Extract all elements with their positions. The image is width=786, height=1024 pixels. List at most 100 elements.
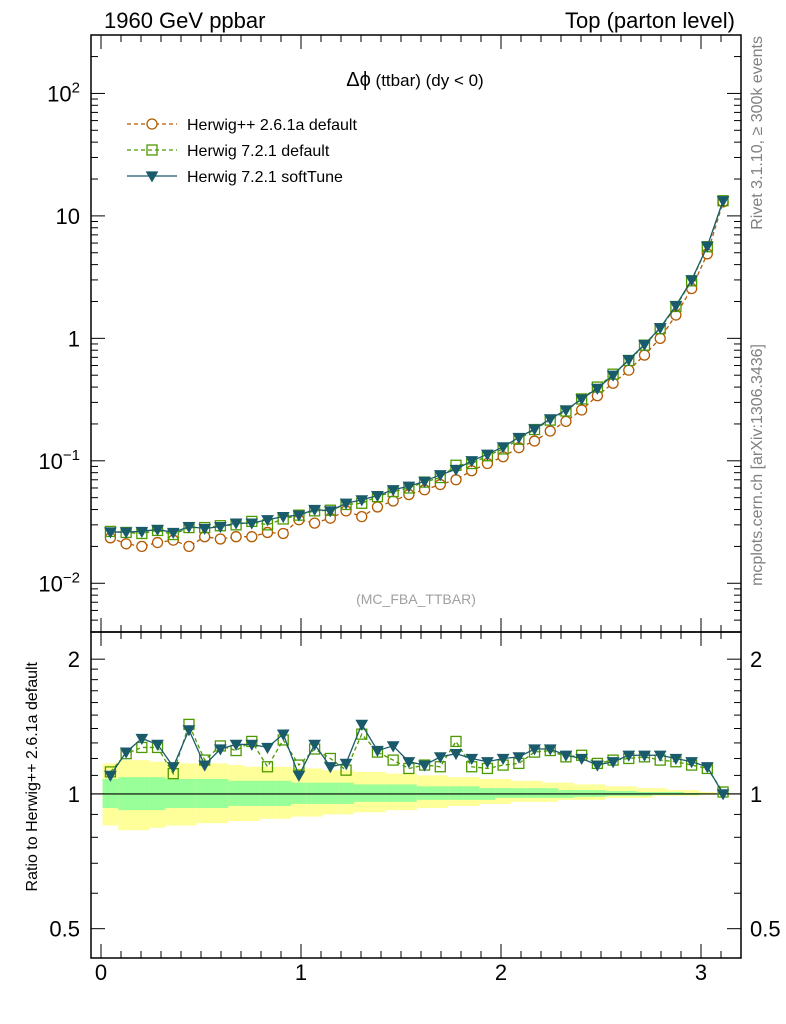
- y-tick-label: 10−1: [38, 447, 80, 474]
- data-point: [386, 485, 400, 497]
- legend: Herwig++ 2.6.1a default Herwig 7.2.1 defa…: [127, 117, 357, 186]
- ratio-band-1-bin: [306, 782, 323, 804]
- legend-marker: [145, 171, 159, 183]
- data-point: [622, 355, 636, 367]
- series-herwig-7-2-1-softtune: [104, 719, 730, 801]
- ratio-y-tick-label: 0.5: [49, 917, 80, 942]
- ratio-band-1-bin: [526, 788, 543, 798]
- data-point: [119, 527, 133, 539]
- legend-marker: [146, 144, 158, 156]
- ratio-band-1-bin: [322, 782, 339, 804]
- ratio-band-1-bin: [416, 786, 433, 800]
- data-point: [418, 476, 431, 488]
- plot-title: Δϕ (ttbar) (dy < 0): [346, 69, 483, 91]
- data-point: [166, 527, 180, 539]
- data-point: [135, 526, 149, 538]
- data-point: [481, 757, 494, 769]
- data-point: [292, 510, 306, 522]
- data-point: [638, 750, 651, 762]
- series-line: [110, 200, 724, 534]
- data-point: [308, 517, 321, 529]
- data-point: [402, 757, 416, 769]
- data-point: [654, 332, 666, 344]
- x-tick-label: 3: [695, 960, 707, 985]
- y-tick-label: 1: [68, 326, 80, 351]
- data-point: [182, 522, 196, 534]
- y-tick-label: 10: [56, 204, 80, 229]
- data-point: [104, 527, 117, 539]
- data-point: [183, 540, 195, 553]
- data-point: [276, 512, 290, 524]
- data-point: [386, 741, 400, 753]
- data-point: [120, 538, 132, 550]
- legend-label: Herwig 7.2.1 softTune: [187, 169, 343, 186]
- data-point: [214, 533, 227, 545]
- data-point: [559, 405, 573, 417]
- data-point: [669, 753, 683, 765]
- data-point: [355, 719, 369, 731]
- data-point: [433, 752, 447, 764]
- data-point: [261, 526, 274, 539]
- data-point: [261, 742, 274, 754]
- data-point: [229, 518, 243, 530]
- data-point: [606, 757, 620, 769]
- data-point: [214, 522, 227, 534]
- data-point: [277, 527, 289, 540]
- x-tick-label: 0: [95, 960, 107, 985]
- data-point: [450, 474, 462, 486]
- data-point: [496, 442, 510, 454]
- data-point: [465, 753, 479, 765]
- analysis-label: (MC_FBA_TTBAR): [356, 591, 476, 607]
- data-point: [512, 432, 526, 445]
- data-point: [591, 383, 604, 395]
- data-point: [230, 531, 242, 543]
- legend-entry: Herwig 7.2.1 softTune: [127, 169, 343, 186]
- data-point: [433, 470, 447, 482]
- data-point: [418, 760, 431, 772]
- series-line: [110, 201, 724, 548]
- data-point: [700, 241, 714, 253]
- data-point: [528, 424, 541, 436]
- data-point: [371, 501, 384, 513]
- ratio-band-1-bin: [463, 786, 480, 800]
- data-point: [622, 750, 636, 762]
- ratio-band-1-bin: [542, 788, 559, 798]
- data-point: [308, 504, 321, 517]
- data-point: [198, 523, 212, 536]
- data-point: [136, 540, 148, 553]
- data-point: [638, 349, 651, 361]
- data-point: [371, 745, 384, 758]
- legend-entry: Herwig++ 2.6.1a default: [127, 117, 357, 134]
- series-line: [109, 722, 724, 793]
- ratio-band-1-bin: [291, 782, 307, 804]
- header-right: Top (parton level): [565, 8, 735, 33]
- legend-label: Herwig 7.2.1 default: [187, 143, 330, 160]
- data-point: [575, 394, 589, 406]
- ratio-frame: [90, 631, 742, 959]
- ratio-band-1-bin: [338, 782, 354, 804]
- ratio-band-1-bin: [401, 784, 417, 802]
- data-point: [245, 518, 259, 530]
- data-point: [261, 761, 274, 773]
- data-point: [245, 739, 259, 751]
- x-tick-label: 2: [495, 960, 507, 985]
- data-point: [450, 735, 462, 748]
- data-point: [465, 456, 479, 468]
- data-point: [528, 435, 541, 447]
- data-point: [653, 750, 667, 762]
- data-point: [356, 510, 368, 523]
- ratio-band-1-bin: [369, 784, 386, 802]
- data-point: [182, 725, 196, 737]
- data-point: [339, 758, 353, 770]
- data-point: [402, 481, 416, 493]
- data-point: [496, 753, 510, 765]
- data-point: [387, 754, 399, 766]
- legend-label: Herwig++ 2.6.1a default: [187, 117, 357, 134]
- data-point: [371, 490, 384, 503]
- series-herwig-7-2-1-default: [104, 195, 729, 541]
- data-point: [591, 760, 604, 772]
- data-point: [308, 739, 321, 751]
- data-point: [543, 744, 557, 756]
- ratio-band-1-bin: [495, 788, 511, 798]
